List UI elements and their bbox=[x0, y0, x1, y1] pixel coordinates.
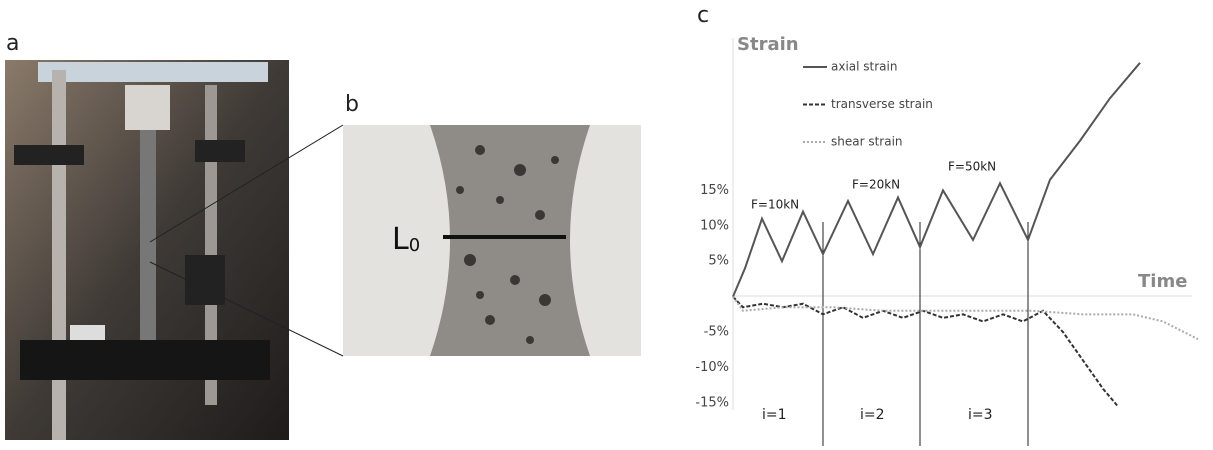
panel-label: c bbox=[697, 3, 709, 28]
panel-label: a bbox=[6, 31, 19, 56]
series-line bbox=[732, 295, 1119, 408]
annotation: F=50kN bbox=[948, 160, 996, 174]
y-tick-label: -5% bbox=[704, 325, 729, 340]
gauge-label: L0 bbox=[392, 222, 420, 257]
zoom-line bbox=[149, 261, 344, 357]
annotation: F=20kN bbox=[852, 178, 900, 192]
photo-part bbox=[185, 255, 225, 305]
panel-label: b bbox=[345, 92, 359, 117]
photo-part bbox=[140, 130, 156, 360]
legend-label: shear strain bbox=[831, 135, 903, 149]
zoom-line bbox=[149, 124, 344, 243]
photo-part bbox=[38, 62, 268, 82]
annotation: i=2 bbox=[860, 407, 885, 423]
photo-part bbox=[125, 85, 170, 130]
x-axis-title: Time bbox=[1138, 271, 1187, 292]
y-tick-label: 5% bbox=[708, 254, 729, 269]
photo-part bbox=[52, 70, 66, 440]
photo-part bbox=[205, 85, 217, 405]
speckles bbox=[456, 145, 559, 344]
legend-label: axial strain bbox=[831, 60, 897, 74]
photo-part bbox=[20, 340, 270, 380]
y-tick-label: -15% bbox=[695, 395, 729, 410]
photo-part bbox=[195, 140, 245, 162]
legend-label: transverse strain bbox=[831, 97, 933, 111]
y-tick-label: -10% bbox=[695, 360, 729, 375]
photo-part bbox=[343, 125, 450, 356]
series-line bbox=[732, 296, 1199, 341]
photo-part bbox=[14, 145, 84, 165]
y-tick-label: 10% bbox=[700, 218, 729, 233]
annotation: F=10kN bbox=[751, 198, 799, 212]
y-axis-title: Strain bbox=[737, 34, 799, 55]
photo-part bbox=[570, 125, 641, 356]
annotation: i=3 bbox=[968, 407, 993, 423]
y-tick-label: 15% bbox=[700, 183, 729, 198]
annotation: i=1 bbox=[762, 407, 787, 423]
series-line bbox=[732, 62, 1141, 298]
